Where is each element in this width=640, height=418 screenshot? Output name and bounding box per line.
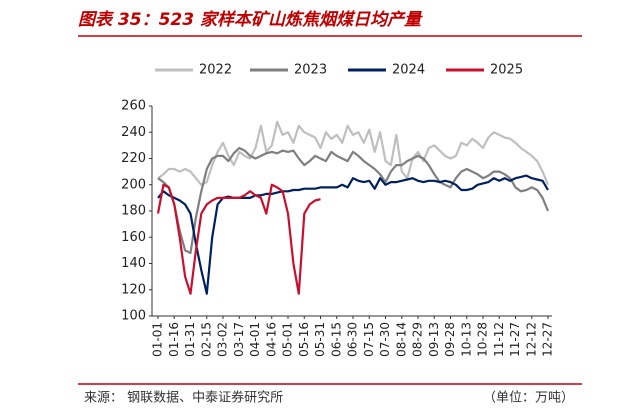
legend-label: 2022 [199,63,232,78]
x-tick-label: 09-13 [427,322,441,357]
x-tick-label: 10-13 [459,322,473,357]
y-tick-label: 120 [121,282,146,297]
x-tick-label: 07-15 [362,322,376,357]
x-tick-label: 03-17 [232,322,246,357]
legend-label: 2023 [294,63,327,78]
y-tick-label: 200 [121,177,146,192]
x-tick-label: 08-29 [411,322,425,357]
x-tick-label: 03-02 [216,322,230,357]
x-tick-label: 11-27 [508,322,522,357]
line-series [157,174,549,295]
unit: （单位：万吨） [483,391,574,406]
x-tick-label: 07-30 [378,322,392,357]
x-tick-label: 02-15 [199,322,213,357]
x-tick-label: 10-28 [476,322,490,357]
x-tick-label: 08-14 [394,322,408,357]
y-tick-label: 100 [121,309,146,324]
x-tick-label: 12-27 [541,322,555,357]
x-tick-label: 05-01 [281,322,295,357]
legend-label: 2024 [392,63,425,78]
line-series [157,146,550,255]
y-tick-label: 140 [121,256,146,271]
x-tick-label: 06-30 [346,322,360,357]
y-tick-label: 240 [121,125,146,140]
line-series [156,183,321,295]
x-tick-label: 04-16 [264,322,278,357]
y-tick-label: 160 [121,230,146,245]
x-tick-label: 04-01 [248,322,262,357]
x-tick-label: 05-16 [297,322,311,357]
x-tick-label: 01-01 [151,322,165,357]
x-tick-label: 01-31 [183,322,197,357]
line-series [157,120,550,186]
x-tick-label: 06-15 [329,322,343,357]
y-tick-label: 220 [121,151,146,166]
x-tick-label: 12-12 [524,322,538,357]
x-tick-label: 05-31 [313,322,327,357]
x-tick-label: 09-28 [443,322,457,357]
chart-title: 图表 35：523 家样本矿山炼焦烟煤日均产量 [78,10,423,30]
source: 来源： 钢联数据、中泰证券研究所 [84,390,283,406]
x-tick-label: 11-12 [492,322,506,357]
y-tick-label: 260 [121,99,146,114]
x-tick-label: 01-16 [167,322,181,357]
legend-label: 2025 [490,63,523,78]
y-tick-label: 180 [121,204,146,219]
